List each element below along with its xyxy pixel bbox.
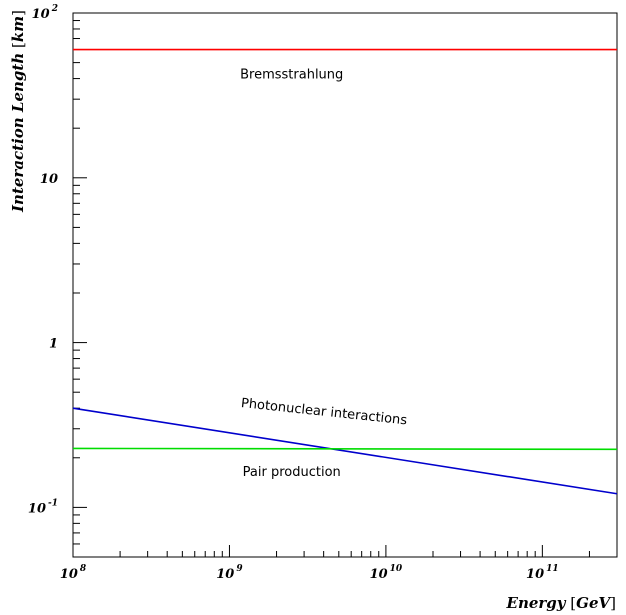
annotations: Bremsstrahlung Photonuclear interactions P… [240, 68, 408, 480]
annotation-label: Bremsstrahlung [240, 68, 343, 83]
series-line-photonuclear-interactions [72, 407, 618, 495]
x-tick-label: 10 10 [370, 564, 403, 582]
y-tick-label: 10 -1 [28, 498, 58, 516]
plot-frame [72, 12, 618, 558]
y-axis-title: Interaction Length [km] [9, 10, 27, 213]
axis-ticks [72, 12, 618, 558]
tick-labels: 10 8 10 9 10 10 10 11 10 -1 1 10 10 2 [28, 4, 559, 582]
series-line-pair-production [72, 447, 618, 451]
plot-area [72, 12, 618, 558]
y-tick-label: 10 2 [32, 4, 58, 22]
annotation-label: Photonuclear interactions [240, 396, 408, 428]
x-tick-label: 10 8 [60, 564, 87, 582]
series-lines [72, 48, 618, 495]
y-tick-label: 1 [49, 337, 58, 352]
x-axis-title: Energy [GeV] [506, 594, 616, 612]
y-tick-label: 10 [40, 172, 58, 187]
x-tick-label: 10 9 [216, 564, 243, 582]
annotation-label: Pair production [243, 465, 341, 480]
x-tick-label: 10 11 [526, 564, 559, 582]
